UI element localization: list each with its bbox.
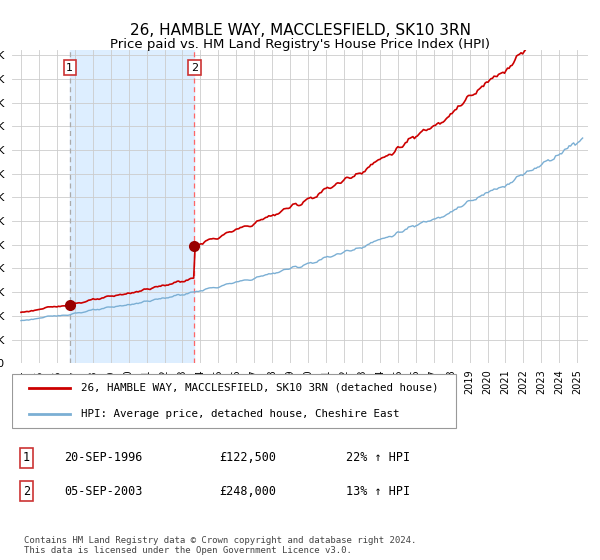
Text: 20-SEP-1996: 20-SEP-1996 bbox=[64, 451, 142, 464]
Text: £122,500: £122,500 bbox=[220, 451, 277, 464]
Text: HPI: Average price, detached house, Cheshire East: HPI: Average price, detached house, Ches… bbox=[81, 409, 400, 418]
Text: 1: 1 bbox=[66, 63, 73, 73]
Bar bbox=[70, 50, 194, 363]
Text: £248,000: £248,000 bbox=[220, 485, 277, 498]
Text: 1: 1 bbox=[23, 451, 30, 464]
Text: 26, HAMBLE WAY, MACCLESFIELD, SK10 3RN: 26, HAMBLE WAY, MACCLESFIELD, SK10 3RN bbox=[130, 24, 470, 38]
Text: 2: 2 bbox=[191, 63, 198, 73]
Text: 2: 2 bbox=[23, 485, 30, 498]
Text: 22% ↑ HPI: 22% ↑ HPI bbox=[346, 451, 410, 464]
FancyBboxPatch shape bbox=[12, 374, 455, 428]
Text: Contains HM Land Registry data © Crown copyright and database right 2024.
This d: Contains HM Land Registry data © Crown c… bbox=[23, 535, 416, 555]
Text: 13% ↑ HPI: 13% ↑ HPI bbox=[346, 485, 410, 498]
Text: 05-SEP-2003: 05-SEP-2003 bbox=[64, 485, 142, 498]
Text: 26, HAMBLE WAY, MACCLESFIELD, SK10 3RN (detached house): 26, HAMBLE WAY, MACCLESFIELD, SK10 3RN (… bbox=[81, 382, 439, 393]
Text: Price paid vs. HM Land Registry's House Price Index (HPI): Price paid vs. HM Land Registry's House … bbox=[110, 38, 490, 52]
